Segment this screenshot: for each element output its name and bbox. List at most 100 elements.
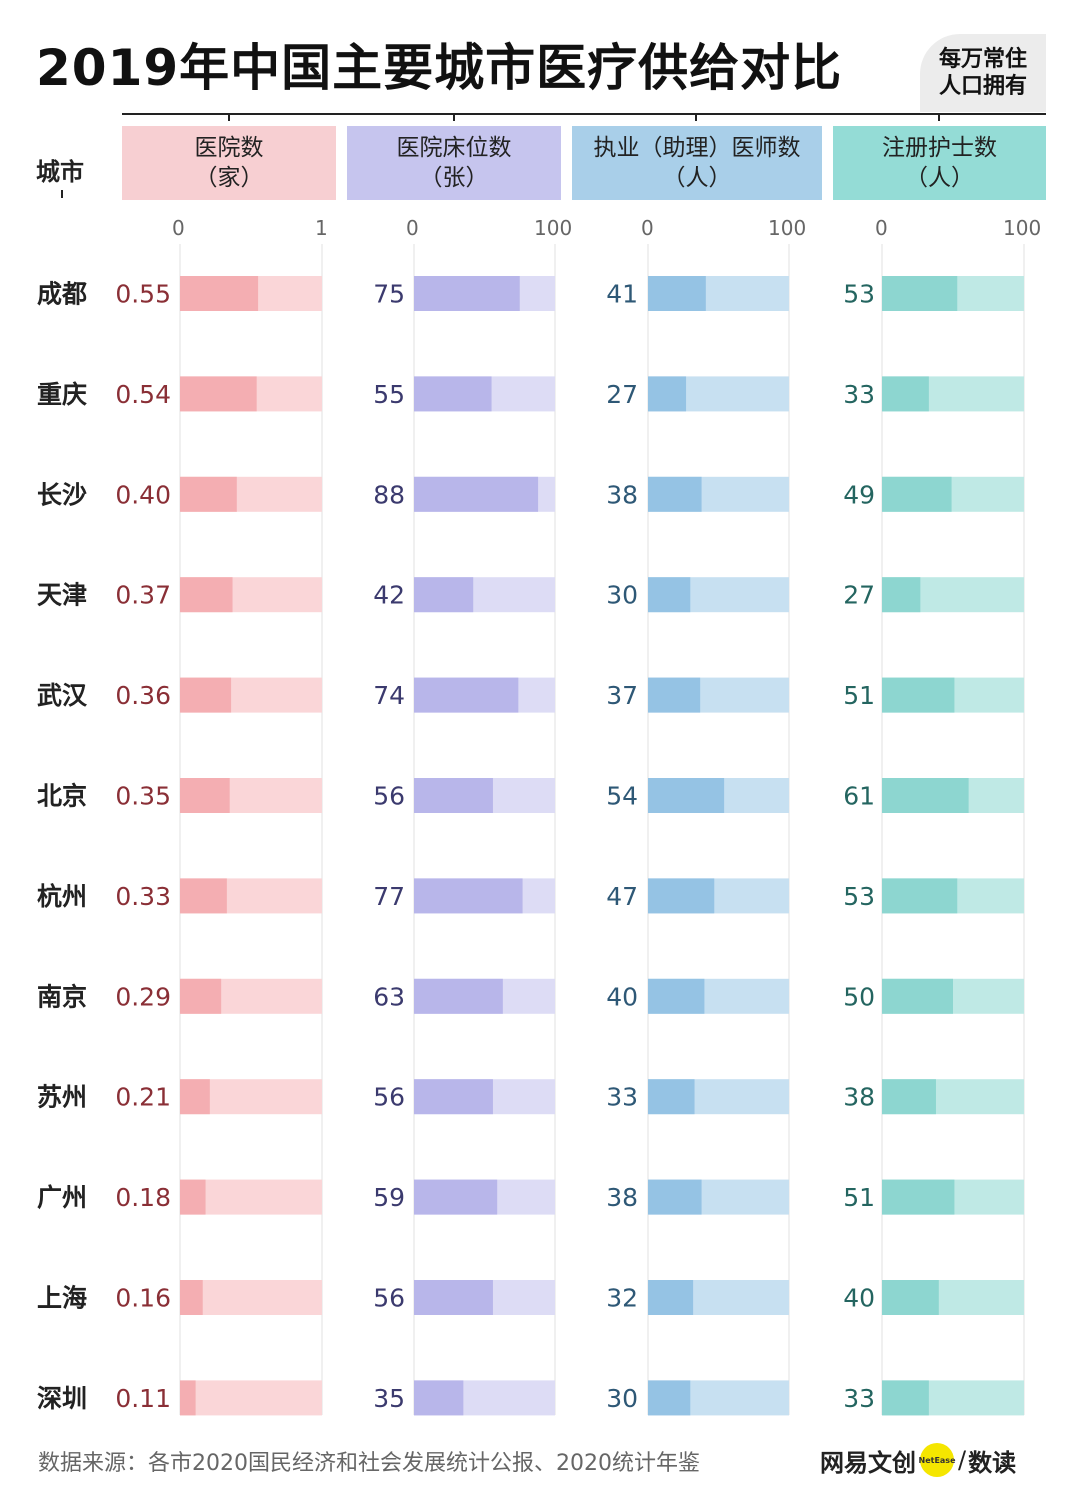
axis-tick-label: 0 [172,216,185,240]
value-label: 56 [373,782,405,811]
value-label: 75 [373,280,405,309]
bar [414,1380,464,1416]
value-label: 55 [373,380,405,409]
value-label: 38 [606,480,638,509]
value-label: 74 [373,681,405,710]
panel-header-nurses: 注册护士数 （人） [833,126,1046,200]
value-label: 33 [843,380,875,409]
value-label: 0.36 [115,681,171,710]
value-label: 51 [843,1183,875,1212]
value-label: 51 [843,681,875,710]
bar-track [180,1280,322,1315]
bar [882,276,958,311]
value-label: 35 [373,1384,405,1413]
bar [414,978,503,1014]
header-tick [938,113,940,121]
value-label: 33 [843,1384,875,1413]
bar [648,878,715,914]
value-label: 47 [606,882,638,911]
panel-title: 医院床位数 [396,135,512,161]
city-label: 天津 [37,581,87,610]
panel-unit: （人） [662,165,732,191]
bar-track [180,1380,322,1416]
bar [414,476,539,512]
bar [648,1179,702,1215]
city-label: 广州 [37,1183,87,1212]
bar [180,276,259,311]
axis-tick-label: 1 [315,216,328,240]
city-column-header: 城市 [36,158,84,186]
axis-tick-label: 0 [406,216,419,240]
bar [648,1380,691,1416]
value-label: 32 [606,1284,638,1313]
bar [882,1079,936,1115]
header-rule [122,113,1046,115]
bar [180,778,230,813]
value-label: 0.16 [115,1284,171,1313]
unit-badge-line-1: 每万常住 [938,47,1027,72]
axis-tick-label: 0 [641,216,654,240]
unit-badge: 每万常住 人口拥有 [920,34,1046,112]
panel-header-hospitals: 医院数 （家） [122,126,336,200]
bar [648,476,702,512]
bar [180,1079,210,1115]
bar [882,1380,929,1416]
bar [414,878,523,914]
bar [648,276,706,311]
bar [882,476,952,512]
value-label: 0.35 [115,782,171,811]
bar [648,376,687,412]
city-label: 南京 [37,982,87,1011]
bar [414,577,474,613]
panel-title: 医院数 [194,135,264,161]
bar [180,376,257,412]
bar [648,778,725,813]
value-label: 0.33 [115,882,171,911]
axis-tick-label: 100 [534,216,573,240]
value-label: 38 [843,1083,875,1112]
bar [882,577,921,613]
panel-unit: （张） [419,165,489,191]
city-header-mark [61,190,63,198]
bar [882,778,969,813]
bar [648,1280,694,1315]
city-label: 成都 [37,280,87,309]
bar [414,276,520,311]
value-label: 0.54 [115,380,171,409]
panel-unit: （人） [905,165,974,191]
value-label: 0.40 [115,480,171,509]
bar [180,1380,196,1416]
bar [180,677,232,713]
bar [648,978,705,1014]
bar [648,677,701,713]
bar [414,1179,498,1215]
city-label: 重庆 [37,380,87,409]
value-label: 0.55 [115,280,171,309]
value-label: 37 [606,681,638,710]
panel-unit: （家） [194,165,264,191]
value-label: 27 [606,380,638,409]
value-label: 0.37 [115,581,171,610]
data-source-note: 数据来源：各市2020国民经济和社会发展统计公报、2020统计年鉴 [38,1451,700,1476]
value-label: 30 [606,1384,638,1413]
city-label: 苏州 [37,1083,87,1112]
value-label: 0.18 [115,1183,171,1212]
bar [180,878,227,914]
panel-header-doctors: 执业（助理）医师数 （人） [572,126,822,200]
bar [882,1280,939,1315]
brand-name: 网易文创 [820,1448,916,1477]
bar [882,878,958,914]
value-label: 56 [373,1284,405,1313]
bar [414,778,493,813]
bar [648,1079,695,1115]
chart-title: 2019年中国主要城市医疗供给对比 [36,39,843,97]
unit-badge-line-2: 人口拥有 [938,74,1027,99]
value-label: 0.11 [115,1384,171,1413]
value-label: 40 [606,982,638,1011]
brand-sub: 数读 [968,1448,1017,1477]
value-label: 77 [373,882,405,911]
value-label: 63 [373,982,405,1011]
city-label: 武汉 [37,681,88,710]
brand-dot-icon: NetEase [919,1443,956,1477]
